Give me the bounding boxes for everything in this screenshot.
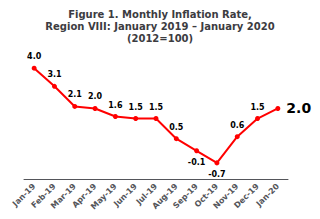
svg-text:Mar-19: Mar-19 bbox=[49, 181, 78, 211]
svg-text:May-19: May-19 bbox=[89, 182, 119, 212]
svg-text:Jul-19: Jul-19 bbox=[134, 181, 160, 207]
svg-text:2.0: 2.0 bbox=[88, 92, 103, 101]
svg-text:-0.1: -0.1 bbox=[188, 158, 206, 167]
svg-text:(2012=100): (2012=100) bbox=[127, 33, 193, 44]
svg-text:Region VIII: January 2019 – Ja: Region VIII: January 2019 – January 2020 bbox=[45, 21, 274, 32]
svg-text:1.6: 1.6 bbox=[108, 101, 123, 110]
svg-text:2.0: 2.0 bbox=[286, 100, 311, 116]
svg-text:Jan-19: Jan-19 bbox=[10, 181, 38, 209]
svg-text:-0.7: -0.7 bbox=[208, 170, 226, 179]
svg-text:Apr-19: Apr-19 bbox=[70, 181, 99, 210]
svg-text:1.5: 1.5 bbox=[250, 103, 265, 112]
svg-text:0.6: 0.6 bbox=[230, 121, 245, 130]
svg-text:Jan-20: Jan-20 bbox=[254, 182, 282, 210]
svg-text:Aug-19: Aug-19 bbox=[150, 181, 180, 211]
svg-text:1.5: 1.5 bbox=[149, 103, 164, 112]
svg-text:0.5: 0.5 bbox=[169, 123, 184, 132]
svg-text:Nov-19: Nov-19 bbox=[211, 181, 241, 211]
svg-text:Oct-19: Oct-19 bbox=[192, 181, 221, 210]
svg-text:Jun-19: Jun-19 bbox=[111, 182, 139, 210]
svg-text:3.1: 3.1 bbox=[47, 70, 62, 79]
svg-text:1.5: 1.5 bbox=[129, 103, 144, 112]
svg-text:4.0: 4.0 bbox=[27, 52, 42, 61]
svg-text:Feb-19: Feb-19 bbox=[29, 181, 58, 210]
svg-text:Dec-19: Dec-19 bbox=[232, 182, 261, 211]
svg-text:Sep-19: Sep-19 bbox=[171, 181, 200, 211]
svg-text:2.1: 2.1 bbox=[68, 90, 83, 99]
svg-text:Figure 1. Monthly Inflation Ra: Figure 1. Monthly Inflation Rate, bbox=[68, 9, 252, 20]
